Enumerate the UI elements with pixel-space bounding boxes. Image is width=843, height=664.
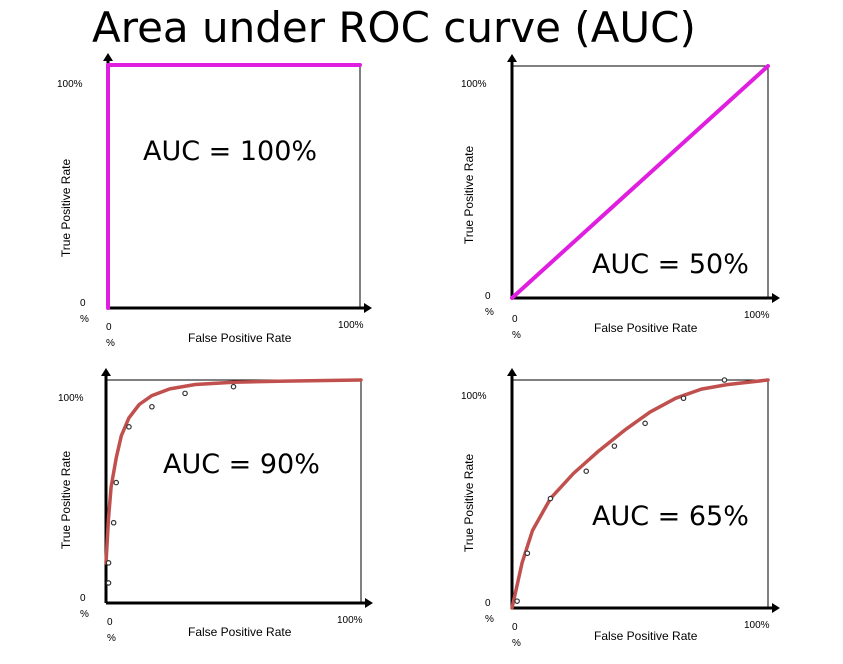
y-axis-arrow-icon (103, 53, 113, 61)
y-axis-arrow-icon (101, 368, 111, 376)
auc-annotation: AUC = 50% (592, 249, 749, 280)
y-tick-label-0: 0 (485, 291, 491, 302)
y-tick-label-0: 0 (485, 598, 491, 609)
page-title: Area under ROC curve (AUC) (92, 3, 696, 52)
x-tick-label-0: 0 (106, 322, 112, 333)
data-point (514, 598, 520, 604)
x-axis-label: False Positive Rate (594, 321, 698, 335)
y-axis-label: True Positive Rate (462, 146, 476, 245)
y-tick-label-0: 0 (80, 298, 86, 309)
y-tick-label-0: % (485, 307, 494, 318)
x-tick-label-100: 100% (338, 320, 364, 331)
data-point (721, 377, 728, 383)
x-tick-label-0: % (107, 633, 116, 644)
x-tick-label-100: 100% (744, 620, 770, 631)
roc-chart-4: 100% 0% 0% 100% False Positive Rate True Posi… (461, 368, 780, 649)
y-axis-arrow-icon (507, 368, 517, 376)
y-axis-label: True Positive Rate (59, 451, 73, 550)
y-tick-label-100: 100% (58, 393, 84, 404)
y-axis-label: True Positive Rate (59, 159, 73, 258)
roc-chart-2: 100% 0% 0% 100% False Positive Rate True Posi… (461, 54, 780, 341)
auc-annotation: AUC = 65% (592, 501, 749, 532)
data-point (524, 550, 531, 557)
data-point (126, 424, 132, 430)
x-axis-label: False Positive Rate (188, 625, 292, 639)
data-point (230, 383, 237, 390)
auc-annotation: AUC = 90% (163, 449, 320, 480)
data-point (105, 580, 112, 586)
series-line-1 (510, 378, 770, 610)
data-point (110, 519, 117, 526)
x-tick-label-0: % (106, 338, 115, 349)
x-tick-label-0: 0 (512, 622, 518, 633)
data-point (105, 560, 112, 566)
x-tick-label-0: 0 (107, 617, 113, 628)
data-point (182, 390, 188, 397)
y-tick-label-100: 100% (461, 79, 487, 90)
series-line-1 (104, 378, 363, 565)
series-line-1 (510, 64, 770, 300)
y-axis-label: True Positive Rate (462, 454, 476, 553)
x-axis-label: False Positive Rate (188, 331, 292, 345)
data-point (680, 395, 687, 402)
x-tick-label-100: 100% (337, 615, 363, 626)
y-tick-label-0: % (485, 614, 494, 625)
x-tick-label-0: % (512, 330, 521, 341)
x-axis-arrow-icon (365, 598, 373, 608)
data-point (583, 468, 590, 475)
data-point (611, 443, 618, 449)
series-line-1 (106, 63, 362, 310)
y-axis-arrow-icon (507, 54, 517, 62)
x-axis-arrow-icon (772, 603, 780, 613)
auc-annotation: AUC = 100% (143, 136, 317, 167)
y-tick-label-0: % (80, 609, 89, 620)
x-tick-label-100: 100% (744, 310, 770, 321)
roc-chart-1: 100% 0% 0% 100% False Positive Rate True Posi… (57, 53, 372, 349)
roc-chart-3: 100% 0% 0% 100% False Positive Rate True Posi… (58, 368, 373, 644)
x-axis-arrow-icon (364, 303, 372, 313)
x-axis-label: False Positive Rate (594, 629, 698, 643)
y-tick-label-100: 100% (57, 79, 83, 90)
y-tick-label-0: 0 (80, 593, 86, 604)
x-axis-arrow-icon (772, 293, 780, 303)
x-tick-label-0: % (512, 638, 521, 649)
x-tick-label-0: 0 (512, 314, 518, 325)
data-point (642, 420, 648, 427)
y-tick-label-100: 100% (461, 391, 487, 402)
data-point (547, 495, 554, 502)
data-point (149, 403, 155, 410)
y-tick-label-0: % (80, 314, 89, 325)
data-point (113, 479, 120, 486)
